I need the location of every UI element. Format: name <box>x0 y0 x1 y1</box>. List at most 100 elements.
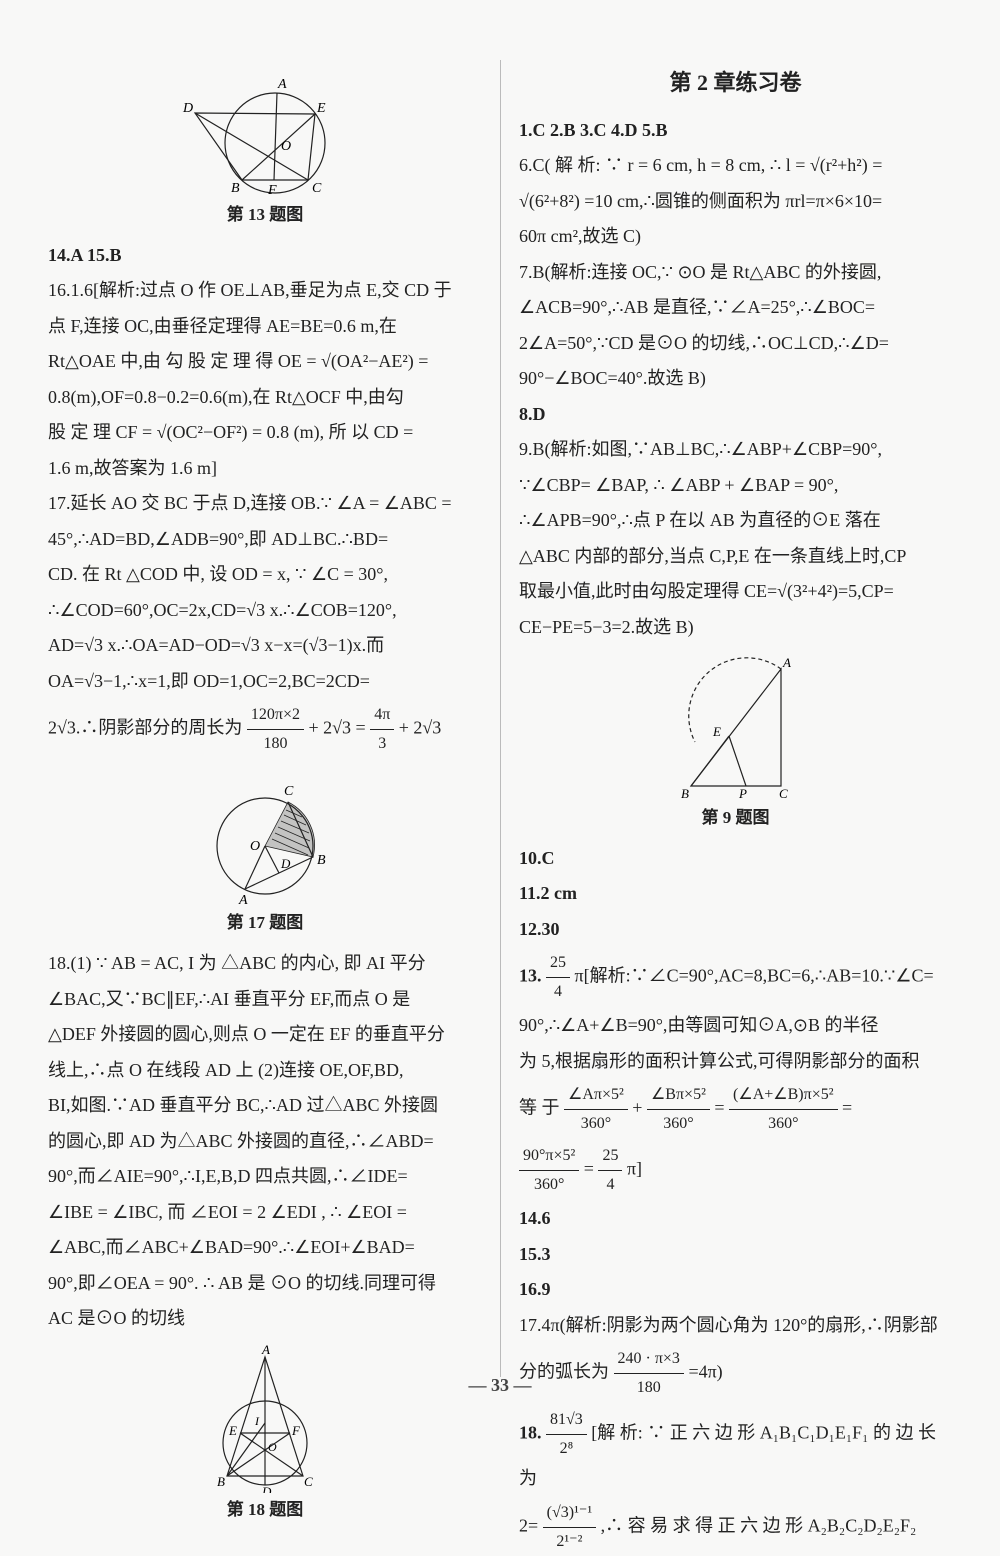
figure-18-caption: 第 18 题图 <box>48 1495 482 1525</box>
rq7-c: 2∠A=50°,∵CD 是⊙O 的切线,∴OC⊥CD,∴∠D= <box>519 328 952 360</box>
q18-g: 90°,而∠AIE=90°,∴I,E,B,D 四点共圆,∴∠IDE= <box>48 1161 482 1193</box>
q18-b: ∠BAC,又∵BC∥EF,∴AI 垂直平分 EF,而点 O 是 <box>48 984 482 1016</box>
rq6-b: √(6²+8²) =10 cm,∴圆锥的侧面积为 πrl=π×6×10= <box>519 186 952 218</box>
fig18-B: B <box>217 1474 225 1489</box>
rq7-b: ∠ACB=90°,∴AB 是直径,∵∠A=25°,∴∠BOC= <box>519 292 952 324</box>
q16-c: Rt△OAE 中,由 勾 股 定 理 得 OE = √(OA²−AE²) = <box>48 346 482 378</box>
rq13-d: 等 于 ∠Aπ×5²360° + ∠Bπ×5²360° = (∠A+∠B)π×5… <box>519 1081 952 1138</box>
rq9-e: 取最小值,此时由勾股定理得 CE=√(3²+4²)=5,CP= <box>519 576 952 608</box>
fig17-O: O <box>250 839 260 854</box>
fig13-B: B <box>231 181 240 196</box>
q18-f: 的圆心,即 AD 为△ABC 外接圆的直径,∴∠ABD= <box>48 1126 482 1158</box>
fig9-A: A <box>782 655 791 670</box>
rq13-a: π[解析:∵∠C=90°,AC=8,BC=6,∴AB=10.∵∠C= <box>575 966 934 986</box>
rq9-a: 9.B(解析:如图,∵AB⊥BC,∴∠ABP+∠CBP=90°, <box>519 434 952 466</box>
rq7-a: 7.B(解析:连接 OC,∵ ⊙O 是 Rt△ABC 的外接圆, <box>519 257 952 289</box>
rq17-a: 17.4π(解析:阴影为两个圆心角为 120°的扇形,∴阴影部 <box>519 1310 952 1342</box>
q17g-frac2: 4π 3 <box>370 701 394 758</box>
chapter-title: 第 2 章练习卷 <box>519 64 952 103</box>
fig18-A: A <box>261 1343 270 1357</box>
answer-10: 10.C <box>519 843 952 875</box>
fig9-B: B <box>681 786 689 801</box>
fig13-A: A <box>277 77 287 92</box>
figure-18: A B C D E F I O <box>48 1343 482 1493</box>
rq13-prefix: 13. <box>519 966 542 986</box>
fig13-O: O <box>281 139 291 154</box>
figure-17: A B C D O <box>48 766 482 906</box>
fig13-E: E <box>316 101 326 116</box>
fig18-C: C <box>304 1474 313 1489</box>
q16-b: 点 F,连接 OC,由垂径定理得 AE=BE=0.6 m,在 <box>48 311 482 343</box>
q18-k: AC 是⊙O 的切线 <box>48 1303 482 1335</box>
fig17-B: B <box>317 853 326 868</box>
left-column: A B C D E F O 第 13 题图 14.A 15.B 16.1.6[解… <box>48 60 500 1377</box>
figure-9-caption: 第 9 题图 <box>519 803 952 833</box>
fig17-D: D <box>280 856 291 871</box>
q17-b: 45°,∴AD=BD,∠ADB=90°,即 AD⊥BC.∴BD= <box>48 524 482 556</box>
answer-14: 14.6 <box>519 1203 952 1235</box>
fig17-A: A <box>238 893 248 906</box>
q18-a: 18.(1) ∵ AB = AC, I 为 △ABC 的内心, 即 AI 平分 <box>48 948 482 980</box>
fig9-E: E <box>712 724 721 739</box>
q17g-frac1: 120π×2 180 <box>247 701 304 758</box>
rq13-frac: 25 4 <box>546 949 570 1006</box>
rq18-line1: 18. 81√32⁸ [解 析: ∵ 正 六 边 形 A₁B₁C₁D₁E₁F₁ … <box>519 1406 952 1495</box>
rq13d-prefix: 等 于 <box>519 1098 564 1118</box>
rq13-c: 为 5,根据扇形的面积计算公式,可得阴影部分的面积 <box>519 1046 952 1078</box>
rq6-c: 60π cm²,故选 C) <box>519 221 952 253</box>
q17-f: OA=√3−1,∴x=1,即 OD=1,OC=2,BC=2CD= <box>48 666 482 698</box>
fig18-D: D <box>261 1484 272 1493</box>
q17-c: CD. 在 Rt △COD 中, 设 OD = x, ∵ ∠C = 30°, <box>48 559 482 591</box>
fig9-P: P <box>738 786 747 801</box>
rq9-b: ∵∠CBP= ∠BAP, ∴ ∠ABP + ∠BAP = 90°, <box>519 470 952 502</box>
q18-c: △DEF 外接圆的圆心,则点 O 一定在 EF 的垂直平分 <box>48 1019 482 1051</box>
fig18-F: F <box>291 1423 301 1438</box>
figure-13-caption: 第 13 题图 <box>48 200 482 230</box>
answers-1-5: 1.C 2.B 3.C 4.D 5.B <box>519 115 952 147</box>
q18-h: ∠IBE = ∠IBC, 而 ∠EOI = 2 ∠EDI , ∴ ∠EOI = <box>48 1197 482 1229</box>
q18-e: BI,如图.∵AD 垂直平分 BC,∴AD 过△ABC 外接圆 <box>48 1090 482 1122</box>
figure-13: A B C D E F O <box>48 68 482 198</box>
page-number: — 33 — <box>0 1370 1000 1402</box>
answer-12: 12.30 <box>519 914 952 946</box>
fig18-E: E <box>228 1423 237 1438</box>
q16-a: 16.1.6[解析:过点 O 作 OE⊥AB,垂足为点 E,交 CD 于 <box>48 275 482 307</box>
q16-e: 股 定 理 CF = √(OC²−OF²) = 0.8 (m), 所 以 CD … <box>48 417 482 449</box>
fig18-I: I <box>254 1414 260 1428</box>
fig13-C: C <box>312 181 322 196</box>
rq9-d: △ABC 内部的部分,当点 C,P,E 在一条直线上时,CP <box>519 541 952 573</box>
q17-a: 17.延长 AO 交 BC 于点 D,连接 OB.∵ ∠A = ∠ABC = <box>48 488 482 520</box>
q17-d: ∴∠COD=60°,OC=2x,CD=√3 x.∴∠COB=120°, <box>48 595 482 627</box>
q18-d: 线上,∴点 O 在线段 AD 上 (2)连接 OE,OF,BD, <box>48 1055 482 1087</box>
rq13-b: 90°,∴∠A+∠B=90°,由等圆可知⊙A,⊙B 的半径 <box>519 1010 952 1042</box>
answer-8: 8.D <box>519 399 952 431</box>
right-column: 第 2 章练习卷 1.C 2.B 3.C 4.D 5.B 6.C( 解 析: ∵… <box>500 60 952 1377</box>
q17g-prefix: 2√3.∴阴影部分的周长为 <box>48 718 242 738</box>
rq13-line1: 13. 25 4 π[解析:∵∠C=90°,AC=8,BC=6,∴AB=10.∵… <box>519 949 952 1006</box>
answer-15: 15.3 <box>519 1239 952 1271</box>
q17g-suffix: + 2√3 <box>399 718 442 738</box>
q17-g: 2√3.∴阴影部分的周长为 120π×2 180 + 2√3 = 4π 3 + … <box>48 701 482 758</box>
q16-f: 1.6 m,故答案为 1.6 m] <box>48 453 482 485</box>
figure-9: A B C E P <box>519 651 952 801</box>
rq9-c: ∴∠APB=90°,∴点 P 在以 AB 为直径的⊙E 落在 <box>519 505 952 537</box>
q18-i: ∠ABC,而∠ABC+∠BAD=90°.∴∠EOI+∠BAD= <box>48 1232 482 1264</box>
rq13-e: 90°π×5²360° = 254 π] <box>519 1142 952 1199</box>
answers-14-15: 14.A 15.B <box>48 240 482 272</box>
answer-16: 16.9 <box>519 1274 952 1306</box>
fig17-C: C <box>284 784 294 799</box>
rq7-d: 90°−∠BOC=40°.故选 B) <box>519 363 952 395</box>
q18-j: 90°,即∠OEA = 90°. ∴ AB 是 ⊙O 的切线.同理可得 <box>48 1268 482 1300</box>
q17g-mid: + 2√3 = <box>309 718 371 738</box>
fig9-C: C <box>779 786 788 801</box>
q17-e: AD=√3 x.∴OA=AD−OD=√3 x−x=(√3−1)x.而 <box>48 630 482 662</box>
fig13-D: D <box>182 101 193 116</box>
rq9-f: CE−PE=5−3=2.故选 B) <box>519 612 952 644</box>
fig13-F: F <box>267 183 277 198</box>
figure-17-caption: 第 17 题图 <box>48 908 482 938</box>
page: A B C D E F O 第 13 题图 14.A 15.B 16.1.6[解… <box>0 0 1000 1417</box>
rq6-a: 6.C( 解 析: ∵ r = 6 cm, h = 8 cm, ∴ l = √(… <box>519 150 952 182</box>
rq18-line2: 2= (√3)¹⁻¹2¹⁻² ,∴ 容 易 求 得 正 六 边 形 A₂B₂C₂… <box>519 1499 952 1556</box>
fig18-O: O <box>268 1440 277 1454</box>
q16-d: 0.8(m),OF=0.8−0.2=0.6(m),在 Rt△OCF 中,由勾 <box>48 382 482 414</box>
